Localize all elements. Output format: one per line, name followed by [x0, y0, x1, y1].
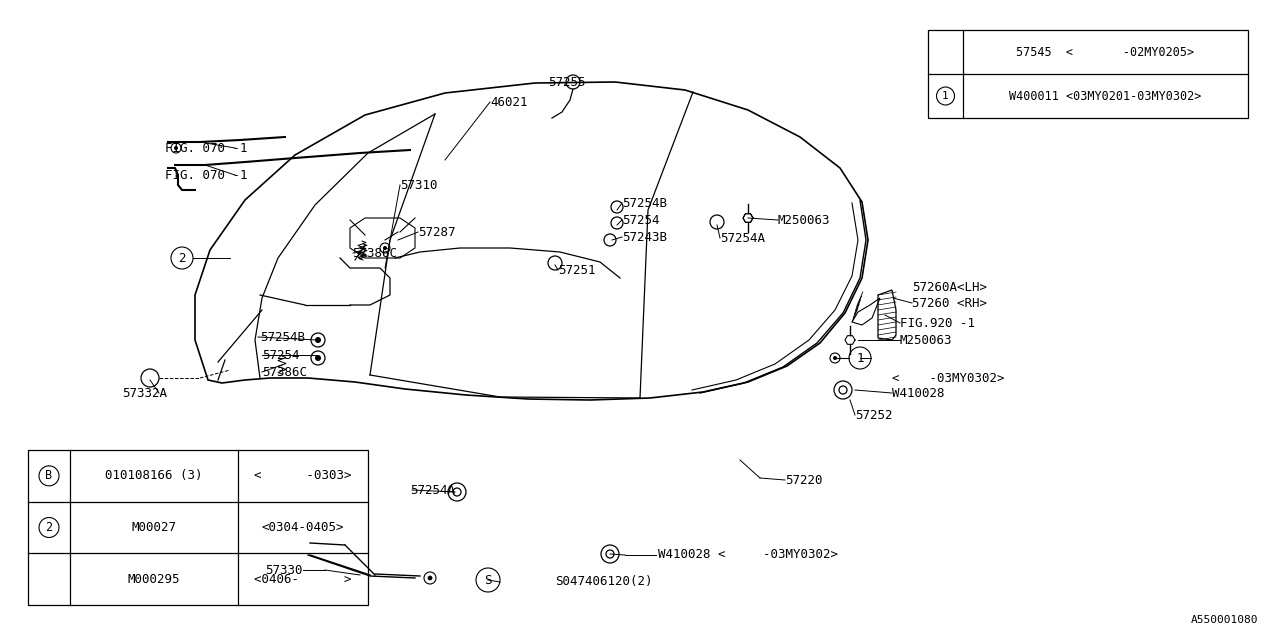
Text: 57310: 57310	[399, 179, 438, 191]
Text: 57254A: 57254A	[410, 483, 454, 497]
Text: 57252: 57252	[855, 408, 892, 422]
Text: W410028 <     -03MY0302>: W410028 < -03MY0302>	[658, 548, 838, 561]
Text: 2: 2	[178, 252, 186, 264]
Text: <0406-      >: <0406- >	[255, 573, 352, 586]
Text: W400011 <03MY0201-03MY0302>: W400011 <03MY0201-03MY0302>	[1010, 90, 1202, 102]
Circle shape	[833, 356, 837, 360]
Text: 57545  <       -02MY0205>: 57545 < -02MY0205>	[1016, 45, 1194, 58]
Text: M250063: M250063	[900, 333, 952, 346]
Bar	[928, 30, 1248, 118]
Circle shape	[174, 146, 178, 150]
Circle shape	[383, 246, 387, 250]
Text: 57254: 57254	[262, 349, 300, 362]
Text: 57255: 57255	[548, 76, 585, 88]
Text: 46021: 46021	[490, 95, 527, 109]
Circle shape	[315, 355, 321, 361]
Text: <    -03MY0302>: < -03MY0302>	[892, 371, 1005, 385]
Text: M250063: M250063	[778, 214, 831, 227]
Bar	[28, 450, 369, 605]
Text: 57251: 57251	[558, 264, 595, 276]
Text: <      -0303>: < -0303>	[255, 469, 352, 483]
Text: 57220: 57220	[785, 474, 823, 486]
Text: 57330: 57330	[265, 563, 303, 577]
Text: 010108166 (3): 010108166 (3)	[105, 469, 202, 483]
Text: FIG. 070 -1: FIG. 070 -1	[165, 168, 247, 182]
Text: 57260A<LH>: 57260A<LH>	[911, 280, 987, 294]
Text: FIG.920 -1: FIG.920 -1	[900, 317, 975, 330]
Text: 57386C: 57386C	[262, 365, 307, 378]
Text: S047406120(2): S047406120(2)	[556, 575, 653, 589]
Text: A550001080: A550001080	[1190, 615, 1258, 625]
Circle shape	[315, 337, 321, 343]
Text: 57254: 57254	[622, 214, 659, 227]
Text: 1: 1	[856, 351, 864, 365]
Text: M000295: M000295	[128, 573, 180, 586]
Text: 57386C: 57386C	[352, 246, 397, 259]
Text: 57260 <RH>: 57260 <RH>	[911, 296, 987, 310]
Text: B: B	[45, 469, 52, 483]
Text: 57254B: 57254B	[622, 196, 667, 209]
Text: FIG. 070 -1: FIG. 070 -1	[165, 141, 247, 154]
Text: 1: 1	[942, 91, 948, 101]
Text: 57243B: 57243B	[622, 230, 667, 243]
Text: 57254B: 57254B	[260, 330, 305, 344]
Text: M00027: M00027	[132, 521, 177, 534]
Text: 57332A: 57332A	[122, 387, 166, 399]
Text: S: S	[484, 573, 492, 586]
Text: 2: 2	[45, 521, 52, 534]
Text: 57254A: 57254A	[719, 232, 765, 244]
Text: <0304-0405>: <0304-0405>	[261, 521, 344, 534]
Text: 57287: 57287	[419, 225, 456, 239]
Text: W410028: W410028	[892, 387, 945, 399]
Circle shape	[428, 575, 433, 580]
